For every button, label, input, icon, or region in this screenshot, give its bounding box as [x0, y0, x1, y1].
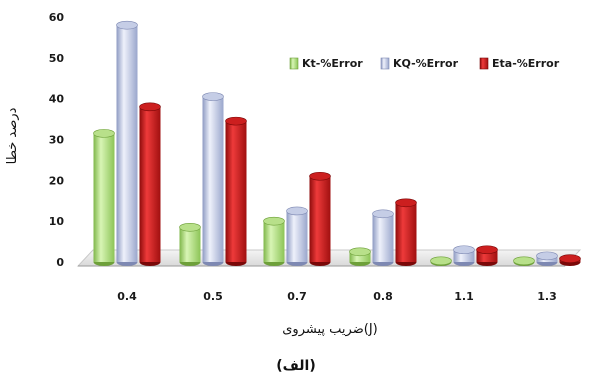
y-tick-label: 20	[49, 174, 65, 187]
bar	[309, 171, 331, 266]
bar	[93, 129, 115, 266]
legend-label: KQ-%Error	[393, 57, 459, 70]
bar	[453, 245, 475, 266]
legend-item: Kt-%Error	[289, 57, 363, 70]
legend-label: Eta-%Error	[492, 57, 560, 70]
x-tick-label: 0.7	[287, 290, 307, 303]
bar	[559, 254, 581, 266]
y-tick-label: 30	[49, 134, 65, 147]
bar	[430, 256, 452, 266]
legend-item: Eta-%Error	[479, 57, 560, 70]
bar	[513, 256, 535, 266]
bar	[536, 251, 558, 266]
legend-item: KQ-%Error	[380, 57, 459, 70]
x-tick-label: 0.4	[117, 290, 137, 303]
legend-swatch	[479, 57, 489, 70]
y-tick-label: 10	[49, 215, 65, 228]
bar	[395, 198, 417, 266]
bar	[139, 102, 161, 266]
legend-swatch	[380, 57, 390, 70]
y-tick-label: 40	[49, 93, 65, 106]
y-tick-label: 60	[49, 11, 65, 24]
bars-layer	[93, 20, 581, 266]
legend-label: Kt-%Error	[302, 57, 363, 70]
y-tick-labels: 0 10 20 30 40 50 60	[49, 11, 65, 269]
y-tick-label: 50	[49, 52, 65, 65]
bar	[263, 216, 285, 266]
bar	[286, 206, 308, 266]
y-axis-title: درصد خطا	[5, 107, 20, 164]
figure-caption: (الف)	[276, 358, 316, 374]
bar	[349, 247, 371, 266]
x-tick-label: 0.5	[203, 290, 223, 303]
y-tick-label: 0	[56, 256, 64, 269]
x-tick-label: 0.8	[373, 290, 393, 303]
x-axis-title: ضریب پیشروی(J)	[282, 322, 377, 337]
x-tick-label: 1.1	[454, 290, 474, 303]
bar	[179, 222, 201, 266]
legend-swatch	[289, 57, 299, 70]
bar	[202, 92, 224, 266]
bar	[225, 116, 247, 266]
bar	[476, 245, 498, 266]
bar	[116, 20, 138, 266]
x-tick-labels: 0.4 0.5 0.7 0.8 1.1 1.3	[117, 290, 557, 303]
x-tick-label: 1.3	[537, 290, 557, 303]
bar	[372, 209, 394, 266]
legend: Kt-%Error KQ-%Error Eta-%Error	[289, 57, 560, 70]
